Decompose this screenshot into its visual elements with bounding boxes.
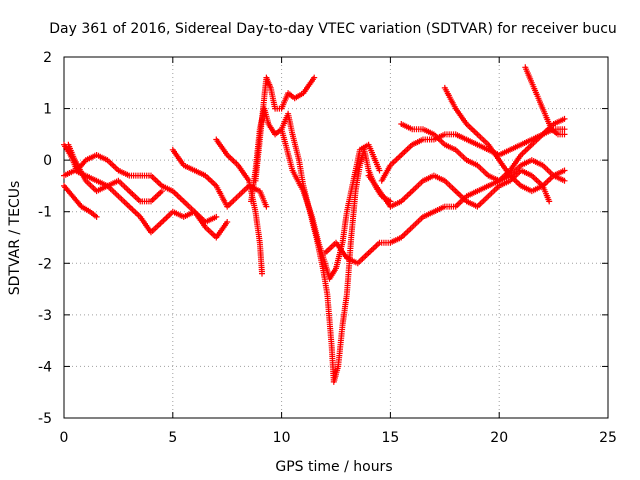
series-sat-o	[522, 64, 568, 138]
y-tick-label: -2	[38, 256, 52, 272]
x-tick-label: 10	[273, 430, 291, 446]
y-tick-label: 2	[43, 50, 52, 66]
series-sat-b	[61, 182, 100, 220]
y-tick-labels: -5 -4 -3 -2 -1 0 1 2	[38, 50, 52, 427]
x-tick-labels: 0 5 10 15 20 25	[60, 430, 617, 446]
series-sat-n	[441, 84, 568, 195]
x-tick-label: 5	[168, 430, 177, 446]
series-sat-l	[398, 121, 568, 184]
x-axis-label: GPS time / hours	[275, 459, 392, 475]
y-tick-label: 0	[43, 153, 52, 169]
y-tick-label: -5	[38, 411, 52, 427]
y-tick-label: -4	[38, 359, 52, 375]
series-sat-i	[278, 126, 383, 282]
y-tick-label: 1	[43, 102, 52, 118]
series-sat-d	[65, 141, 165, 205]
x-tick-label: 25	[599, 430, 617, 446]
series-markers	[61, 182, 100, 220]
series-markers	[378, 115, 568, 184]
y-tick-label: -1	[38, 205, 52, 221]
series-markers	[398, 121, 568, 184]
y-axis-label: SDTVAR / TECUs	[7, 181, 23, 296]
x-tick-label: 0	[60, 430, 69, 446]
plot-frame	[63, 56, 609, 419]
series-markers	[441, 84, 568, 195]
chart-title: Day 361 of 2016, Sidereal Day-to-day VTE…	[49, 21, 617, 37]
axis-ticks	[63, 56, 609, 419]
x-tick-label: 20	[490, 430, 508, 446]
series-markers	[522, 64, 568, 138]
series-markers	[278, 126, 383, 282]
series-sat-m	[378, 115, 568, 184]
y-tick-label: -3	[38, 308, 52, 324]
x-tick-label: 15	[381, 430, 399, 446]
series-markers	[65, 141, 165, 205]
series-group	[61, 64, 568, 385]
